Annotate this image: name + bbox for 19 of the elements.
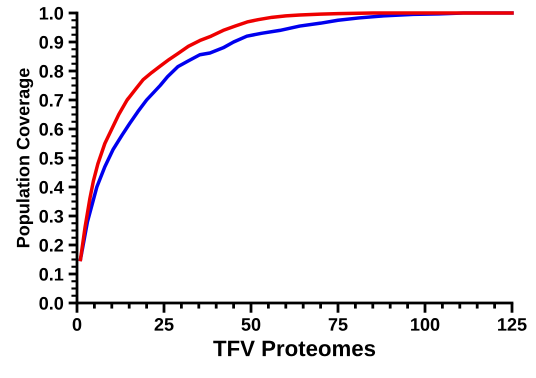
x-axis-title: TFV Proteomes bbox=[213, 340, 376, 356]
x-tick-label: 100 bbox=[411, 318, 440, 331]
y-tick-label: 0.5 bbox=[39, 152, 64, 165]
x-tick-label: 75 bbox=[328, 318, 348, 331]
y-tick-label: 0.3 bbox=[39, 210, 64, 223]
y-tick-label: 0.2 bbox=[39, 238, 64, 252]
y-axis-title: Population Coverage bbox=[16, 68, 34, 248]
y-tick-label: 0.1 bbox=[39, 268, 64, 281]
y-tick-label: 0.9 bbox=[39, 36, 64, 49]
y-tick-label: 0.8 bbox=[39, 64, 64, 78]
x-tick-label: 0 bbox=[72, 318, 82, 331]
x-tick-label: 50 bbox=[242, 318, 260, 331]
y-tick-label: 0.4 bbox=[39, 180, 64, 194]
y-tick-label: 0.0 bbox=[39, 296, 64, 310]
y-tick-label: 0.7 bbox=[39, 94, 64, 107]
x-tick-label: 125 bbox=[498, 318, 527, 331]
x-tick-label: 25 bbox=[154, 318, 174, 331]
y-tick-label: 0.6 bbox=[39, 122, 64, 136]
y-tick-label: 1.0 bbox=[40, 6, 64, 20]
